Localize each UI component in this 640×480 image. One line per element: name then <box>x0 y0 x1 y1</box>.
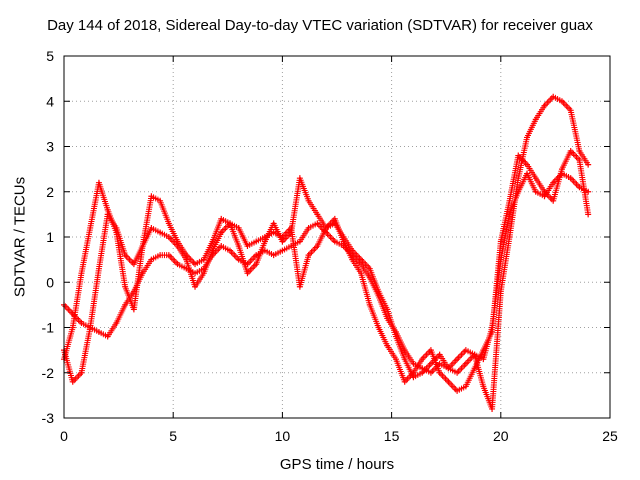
data-point <box>427 360 434 367</box>
data-trace-segment <box>545 98 552 105</box>
data-trace-segment <box>441 374 448 381</box>
data-point <box>462 360 469 367</box>
data-trace-segment <box>311 246 318 253</box>
data-point <box>454 356 461 363</box>
data-trace-segment <box>459 363 466 370</box>
y-tick-label: 4 <box>46 93 54 109</box>
chart-title: Day 144 of 2018, Sidereal Day-to-day VTE… <box>47 17 593 34</box>
data-trace-segment <box>232 253 239 260</box>
y-tick-label: -1 <box>42 320 55 336</box>
y-tick-label: -3 <box>42 410 55 426</box>
y-tick-label: 2 <box>46 184 54 200</box>
x-axis-label: GPS time / hours <box>279 456 395 473</box>
data-trace-segment <box>221 226 228 233</box>
data-trace-segment <box>168 255 175 262</box>
data-trace-segment <box>544 99 551 106</box>
data-trace-segment <box>125 255 132 262</box>
data-trace-segment <box>451 359 458 366</box>
data-trace-segment <box>449 360 456 367</box>
data-trace-segment <box>126 256 133 263</box>
y-axis-label: SDTVAR / TECUs <box>11 176 29 298</box>
x-tick-label: 5 <box>169 428 177 444</box>
data-trace-segment <box>457 353 464 360</box>
data-trace-segment <box>458 351 465 358</box>
data-trace-segment <box>458 365 465 372</box>
data-point <box>585 211 592 218</box>
data-trace-segment <box>422 353 429 360</box>
y-tick-label: 0 <box>46 274 54 290</box>
y-tick-label: 5 <box>46 48 54 64</box>
data-trace-segment <box>561 101 568 108</box>
data-trace-segment <box>75 372 82 379</box>
data-point <box>445 378 452 385</box>
data-trace-segment <box>327 234 334 240</box>
data-trace-segment <box>63 304 70 311</box>
data-trace-segment <box>449 383 456 390</box>
data-point <box>358 256 365 263</box>
data-trace-segment <box>222 224 229 231</box>
data-trace-segment <box>425 350 431 357</box>
y-tick-label: 3 <box>46 139 54 155</box>
x-tick-label: 15 <box>384 428 400 444</box>
data-trace-segment <box>423 351 430 358</box>
data-trace-segment <box>75 316 82 323</box>
x-tick-label: 25 <box>602 428 618 444</box>
data-trace-segment <box>65 306 72 313</box>
data-trace-segment <box>250 264 257 271</box>
data-trace-segment <box>308 249 315 256</box>
data-trace-segment <box>572 179 579 186</box>
data-trace-segment <box>248 256 255 263</box>
x-tick-label: 0 <box>60 428 68 444</box>
data-trace-segment <box>465 357 472 364</box>
data-trace-segment <box>573 154 580 161</box>
data-trace-segment <box>285 232 292 239</box>
data-trace-segment <box>442 375 449 382</box>
data-trace-segment <box>328 235 335 242</box>
data-trace-segment <box>439 372 446 379</box>
data-trace-segment <box>127 258 134 265</box>
data-trace-segment <box>170 256 177 263</box>
data-trace-segment <box>563 102 570 109</box>
x-tick-label: 20 <box>493 428 509 444</box>
data-trace-segment <box>573 181 580 188</box>
data-trace-segment <box>425 363 431 370</box>
data-trace-segment <box>355 253 362 260</box>
data-trace-segment <box>72 375 79 382</box>
data-point <box>585 161 592 168</box>
data-trace-segment <box>353 252 360 259</box>
x-tick-label: 10 <box>275 428 291 444</box>
data-trace-segment <box>247 267 254 274</box>
data-trace-segment <box>325 232 332 239</box>
data-point <box>585 188 592 195</box>
y-tick-label: 1 <box>46 229 54 245</box>
data-trace-segment <box>547 194 554 201</box>
data-trace-segment <box>572 152 579 159</box>
data-trace-segment <box>570 151 577 158</box>
data-trace-segment <box>570 178 577 185</box>
data-trace-segment <box>564 104 571 111</box>
data-trace-segment <box>404 375 411 382</box>
y-tick-label: -2 <box>42 365 55 381</box>
data-trace-segment <box>231 252 238 259</box>
data-trace-segment <box>171 258 178 265</box>
data-trace-segment <box>448 381 455 388</box>
data-trace-segment <box>283 234 290 240</box>
data-trace-segment <box>66 307 73 314</box>
data-trace-segment <box>229 250 236 257</box>
data-trace-segment <box>309 247 316 254</box>
